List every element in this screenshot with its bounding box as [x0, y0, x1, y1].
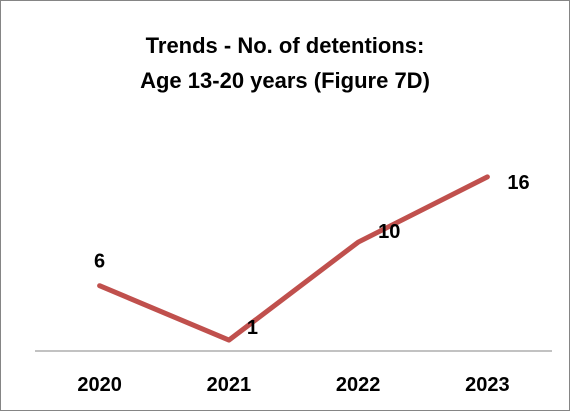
data-label-2023: 16 [507, 172, 529, 194]
data-label-2020: 6 [94, 251, 105, 273]
x-tick-label-2023: 2023 [465, 374, 510, 396]
x-tick-label-2022: 2022 [336, 374, 381, 396]
series-line [97, 174, 490, 343]
data-label-2022: 10 [378, 221, 400, 243]
chart-title-line-1: Trends - No. of detentions: [145, 33, 425, 58]
chart-title: Trends - No. of detentions: Age 13-20 ye… [0, 28, 570, 98]
chart-title-line-2: Age 13-20 years (Figure 7D) [140, 68, 430, 93]
x-axis-tick-labels: 2020 2021 2022 2023 [77, 374, 509, 396]
x-tick-label-2020: 2020 [77, 374, 122, 396]
data-label-2021: 1 [247, 317, 258, 339]
data-labels: 6 1 10 16 [94, 172, 530, 339]
x-tick-label-2021: 2021 [207, 374, 252, 396]
